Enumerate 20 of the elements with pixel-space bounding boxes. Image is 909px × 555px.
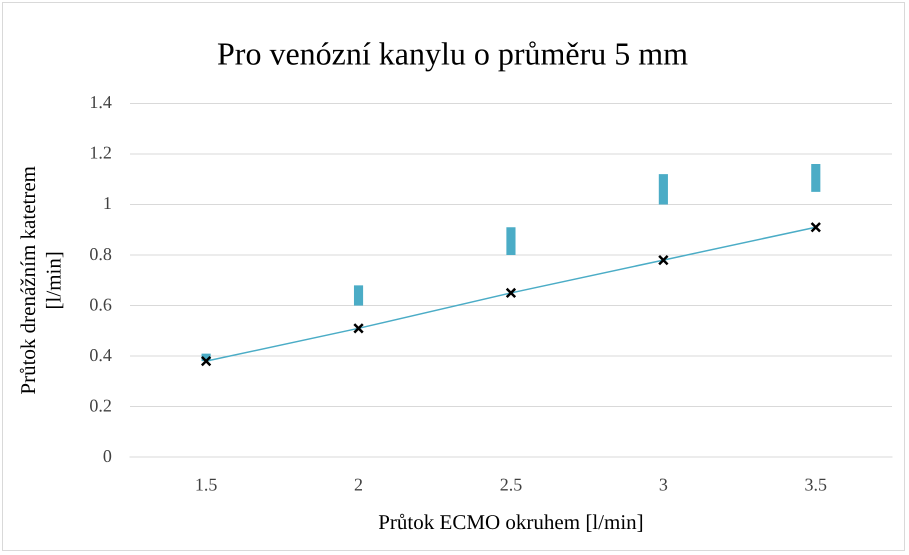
y-tick-label: 0.8 [89, 244, 112, 264]
y-tick-label: 1.4 [89, 92, 112, 112]
x-axis-title: Průtok ECMO okruhem [l/min] [378, 510, 644, 534]
bar [354, 285, 364, 306]
y-tick-label: 0 [102, 446, 112, 466]
x-tick-label: 2.5 [500, 474, 522, 495]
chart-title: Pro venózní kanylu o průměru 5 mm [216, 36, 688, 72]
y-axis-title: Průtok drenážním katetrem [l/min] [16, 166, 66, 395]
x-tick-label: 2 [354, 474, 364, 495]
bar [506, 227, 516, 256]
x-tick-label: 1.5 [194, 474, 218, 495]
y-tick-label: 1.2 [89, 142, 112, 163]
bar [658, 174, 668, 204]
y-tick-label: 0.4 [89, 344, 112, 365]
x-tick-label: 3 [658, 474, 668, 495]
x-tick-label: 3.5 [804, 474, 828, 495]
bar [811, 164, 820, 192]
y-tick-label: 0.2 [89, 395, 112, 416]
y-tick-label: 0.6 [89, 294, 112, 314]
y-tick-label: 1 [102, 193, 112, 214]
